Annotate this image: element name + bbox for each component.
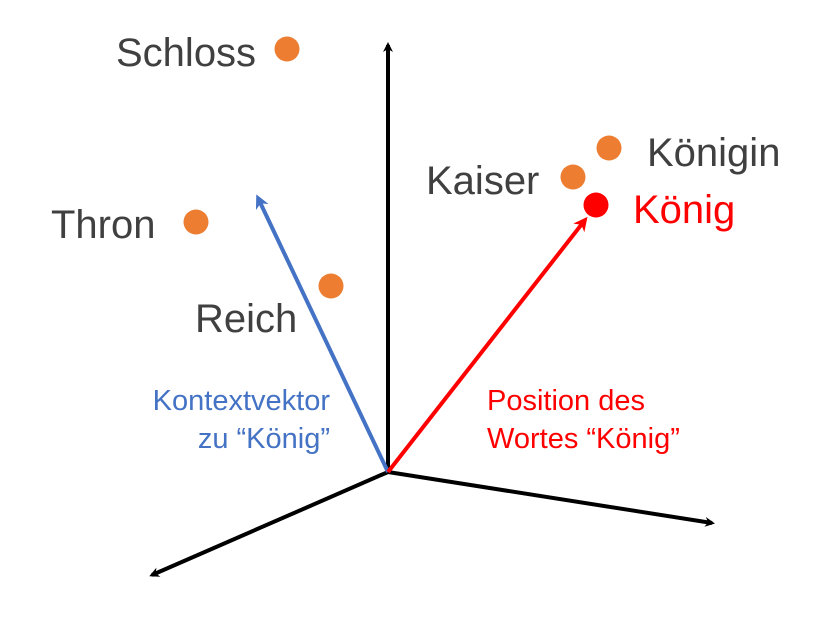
point-koenigin [596, 135, 622, 161]
point-thron [183, 209, 209, 235]
point-kaiser [560, 164, 586, 190]
left-axis [149, 470, 389, 577]
right-axis [387, 470, 715, 527]
point-koenig [583, 192, 609, 218]
position-vector-arrow [386, 216, 588, 474]
point-reich [318, 273, 344, 299]
context-vector-arrow [255, 194, 390, 473]
point-schloss [274, 36, 300, 62]
